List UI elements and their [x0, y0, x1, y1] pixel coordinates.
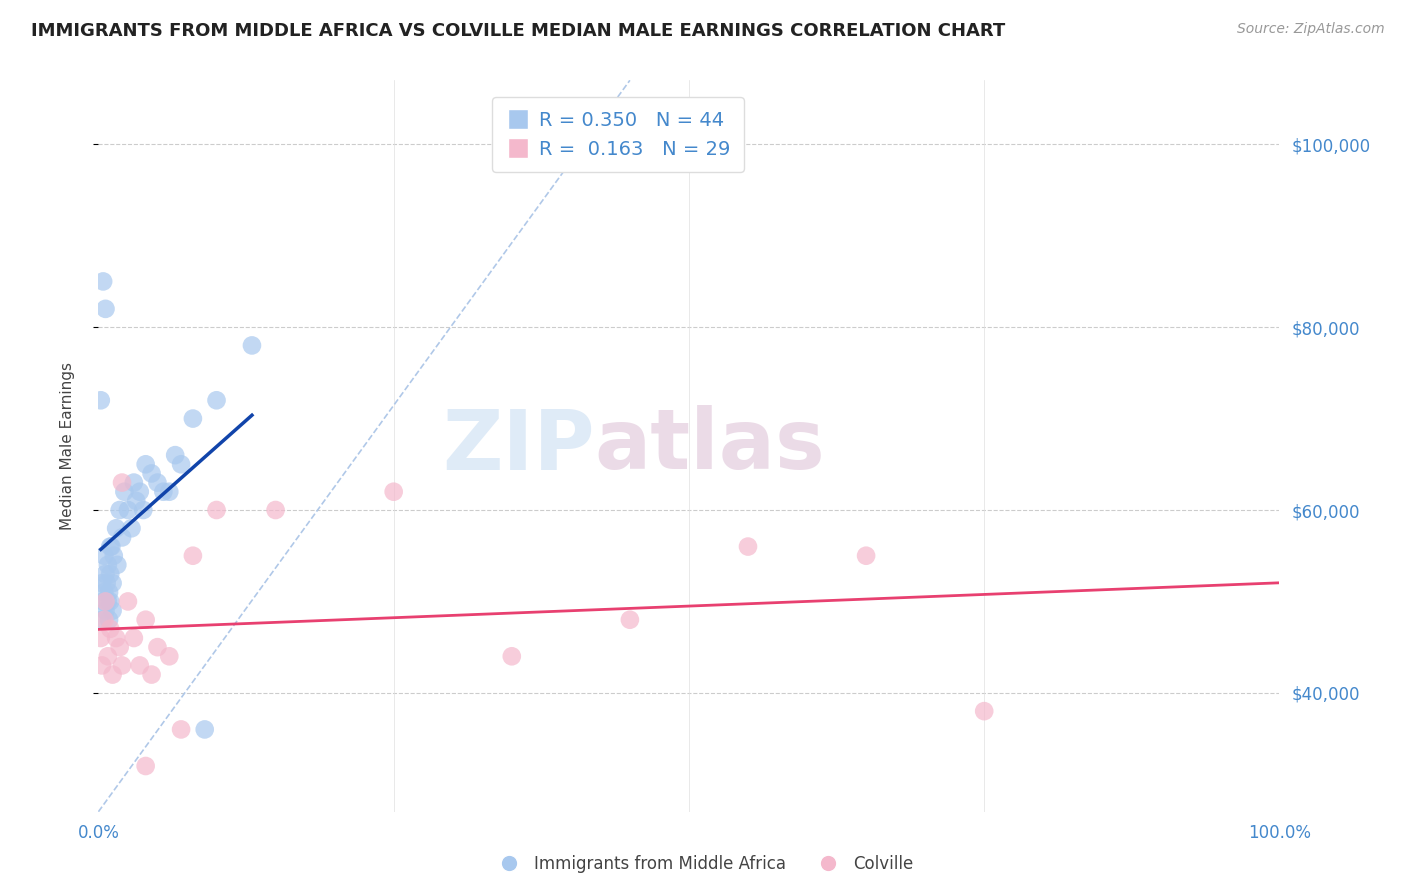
- Point: [121, 521, 143, 535]
- Point: [98, 594, 121, 608]
- Point: [146, 475, 169, 490]
- Point: [108, 640, 131, 655]
- Point: [141, 667, 163, 681]
- Point: [105, 558, 128, 572]
- Point: [973, 704, 995, 718]
- Point: [112, 484, 135, 499]
- Point: [135, 759, 157, 773]
- Point: [737, 540, 759, 554]
- Point: [98, 585, 121, 599]
- Point: [96, 576, 118, 591]
- Point: [128, 484, 150, 499]
- Point: [205, 393, 228, 408]
- Point: [101, 603, 124, 617]
- Point: [122, 631, 145, 645]
- Point: [117, 594, 139, 608]
- Point: [132, 503, 155, 517]
- Point: [101, 667, 124, 681]
- Point: [94, 567, 117, 582]
- Point: [240, 338, 263, 352]
- Point: [93, 549, 115, 563]
- Point: [98, 622, 121, 636]
- Point: [111, 475, 134, 490]
- Point: [122, 475, 145, 490]
- Legend: Immigrants from Middle Africa, Colville: Immigrants from Middle Africa, Colville: [486, 848, 920, 880]
- Point: [170, 457, 193, 471]
- Point: [91, 658, 114, 673]
- Point: [152, 484, 174, 499]
- Point: [205, 503, 228, 517]
- Point: [170, 723, 193, 737]
- Point: [117, 503, 139, 517]
- Point: [194, 723, 217, 737]
- Point: [135, 457, 157, 471]
- Point: [141, 467, 163, 481]
- Point: [111, 658, 134, 673]
- Point: [91, 274, 114, 288]
- Point: [111, 530, 134, 544]
- Point: [91, 576, 114, 591]
- Point: [97, 649, 120, 664]
- Point: [97, 594, 120, 608]
- Text: Source: ZipAtlas.com: Source: ZipAtlas.com: [1237, 22, 1385, 37]
- Point: [157, 649, 180, 664]
- Point: [90, 631, 112, 645]
- Point: [135, 613, 157, 627]
- Point: [91, 594, 114, 608]
- Y-axis label: Median Male Earnings: Median Male Earnings: [60, 362, 75, 530]
- Text: ZIP: ZIP: [441, 406, 595, 486]
- Point: [100, 540, 122, 554]
- Point: [105, 631, 128, 645]
- Point: [93, 585, 115, 599]
- Point: [108, 503, 131, 517]
- Point: [94, 594, 117, 608]
- Text: IMMIGRANTS FROM MIDDLE AFRICA VS COLVILLE MEDIAN MALE EARNINGS CORRELATION CHART: IMMIGRANTS FROM MIDDLE AFRICA VS COLVILL…: [31, 22, 1005, 40]
- Point: [128, 658, 150, 673]
- Point: [125, 494, 148, 508]
- Point: [103, 549, 125, 563]
- Point: [181, 549, 204, 563]
- Point: [97, 558, 120, 572]
- Point: [105, 521, 128, 535]
- Point: [619, 613, 641, 627]
- Point: [101, 576, 124, 591]
- Legend: R = 0.350   N = 44, R =  0.163   N = 29: R = 0.350 N = 44, R = 0.163 N = 29: [492, 97, 744, 172]
- Point: [98, 613, 121, 627]
- Point: [98, 567, 121, 582]
- Point: [382, 484, 405, 499]
- Text: atlas: atlas: [595, 406, 825, 486]
- Point: [264, 503, 287, 517]
- Point: [90, 393, 112, 408]
- Point: [165, 448, 187, 462]
- Point: [855, 549, 877, 563]
- Point: [146, 640, 169, 655]
- Point: [98, 540, 121, 554]
- Point: [94, 603, 117, 617]
- Point: [181, 411, 204, 425]
- Point: [93, 613, 115, 627]
- Point: [501, 649, 523, 664]
- Point: [94, 301, 117, 316]
- Point: [157, 484, 180, 499]
- Point: [91, 613, 114, 627]
